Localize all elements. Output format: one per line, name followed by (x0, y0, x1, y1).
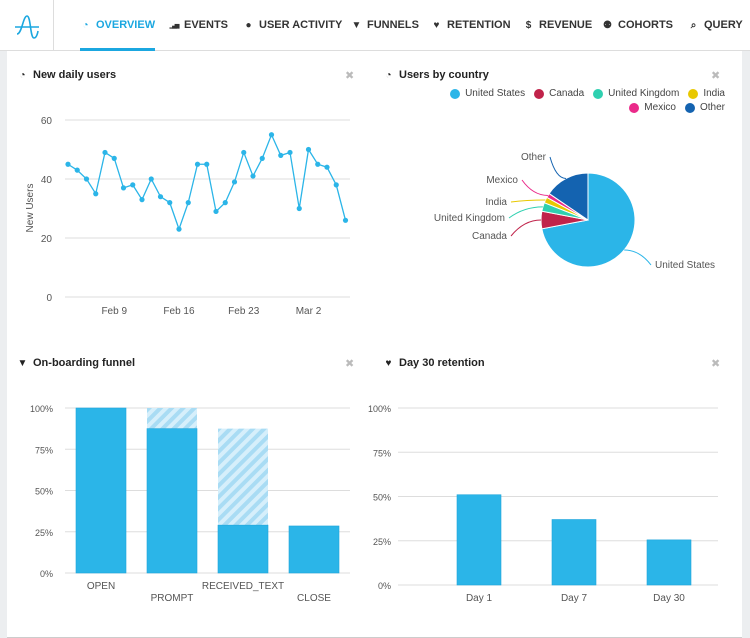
nav-tab-label: USER ACTIVITY (259, 19, 343, 31)
nav-tab-label: QUERY (704, 19, 743, 31)
legend-item[interactable]: Mexico (629, 102, 676, 113)
nav-tab-funnels[interactable]: ▼ FUNNELS (351, 19, 419, 31)
pie-legend: United States Canada United Kingdom India Me… (395, 88, 725, 113)
legend-item[interactable]: United Kingdom (593, 88, 679, 99)
legend-label: Other (699, 102, 725, 113)
legend-swatch (688, 88, 699, 99)
close-panel-button[interactable]: ✖ (711, 358, 721, 370)
logo-icon (14, 14, 39, 39)
nav-tab-overview[interactable]: ◔ OVERVIEW (80, 19, 156, 51)
heart-icon: ♥ (433, 19, 440, 31)
panel-title-text: On-boarding funnel (33, 357, 136, 369)
legend-item[interactable]: United States (450, 88, 525, 99)
panel-title-text: Users by country (399, 69, 489, 81)
dashboard-icon: ◔ (82, 19, 89, 31)
close-panel-button[interactable]: ✖ (345, 358, 355, 370)
signal-bars-icon: ▁▃▅ (169, 22, 180, 29)
legend-swatch (684, 102, 695, 113)
legend-swatch (629, 102, 640, 113)
nav-tab-events[interactable]: ▁▃▅ EVENTS (168, 19, 228, 31)
nav-tab-label: OVERVIEW (96, 19, 156, 31)
top-nav: ◔ OVERVIEW ▁▃▅ EVENTS ● USER ACTIVITY ▼ FUNNELS… (0, 0, 750, 51)
users-icon: ⚉ (603, 19, 612, 31)
legend-item[interactable]: Other (684, 102, 725, 113)
legend-swatch (450, 88, 461, 99)
dashboard-icon: ◔ (385, 69, 392, 81)
dollar-icon: $ (525, 19, 532, 31)
filter-icon: ▼ (17, 357, 28, 369)
nav-tab-cohorts[interactable]: ⚉ COHORTS (602, 19, 673, 31)
left-gutter (0, 51, 7, 638)
dashboard-icon: ◔ (19, 69, 26, 81)
nav-tab-label: RETENTION (447, 19, 511, 31)
panel-title-onboarding-funnel: ▼ On-boarding funnel (17, 357, 136, 369)
close-panel-button[interactable]: ✖ (345, 70, 355, 82)
panel-title-text: Day 30 retention (399, 357, 485, 369)
app-logo[interactable] (0, 0, 54, 51)
search-icon: ⌕ (690, 19, 697, 31)
heart-icon: ♥ (385, 357, 392, 369)
nav-tab-query[interactable]: ⌕ QUERY (688, 19, 743, 31)
close-panel-button[interactable]: ✖ (711, 70, 721, 82)
nav-tab-retention[interactable]: ♥ RETENTION (431, 19, 511, 31)
legend-label: Canada (549, 88, 585, 99)
nav-tab-user-activity[interactable]: ● USER ACTIVITY (243, 19, 342, 31)
legend-label: India (703, 88, 725, 99)
legend-label: United Kingdom (608, 88, 680, 99)
legend-swatch (534, 88, 545, 99)
legend-item[interactable]: Canada (534, 88, 584, 99)
legend-label: Mexico (644, 102, 676, 113)
panel-title-new-daily-users: ◔ New daily users (17, 69, 116, 81)
nav-tab-label: COHORTS (618, 19, 673, 31)
panel-title-text: New daily users (33, 69, 117, 81)
panel-title-day-30-retention: ♥ Day 30 retention (383, 357, 485, 369)
legend-label: United States (465, 88, 526, 99)
nav-tab-label: REVENUE (539, 19, 593, 31)
filter-icon: ▼ (351, 19, 362, 31)
user-icon: ● (245, 19, 252, 31)
nav-tab-label: EVENTS (184, 19, 229, 31)
panel-title-users-by-country: ◔ Users by country (383, 69, 489, 81)
nav-tab-revenue[interactable]: $ REVENUE (523, 19, 592, 31)
legend-item[interactable]: India (688, 88, 725, 99)
nav-tab-label: FUNNELS (367, 19, 419, 31)
legend-swatch (593, 88, 604, 99)
scrollbar[interactable] (742, 51, 750, 638)
